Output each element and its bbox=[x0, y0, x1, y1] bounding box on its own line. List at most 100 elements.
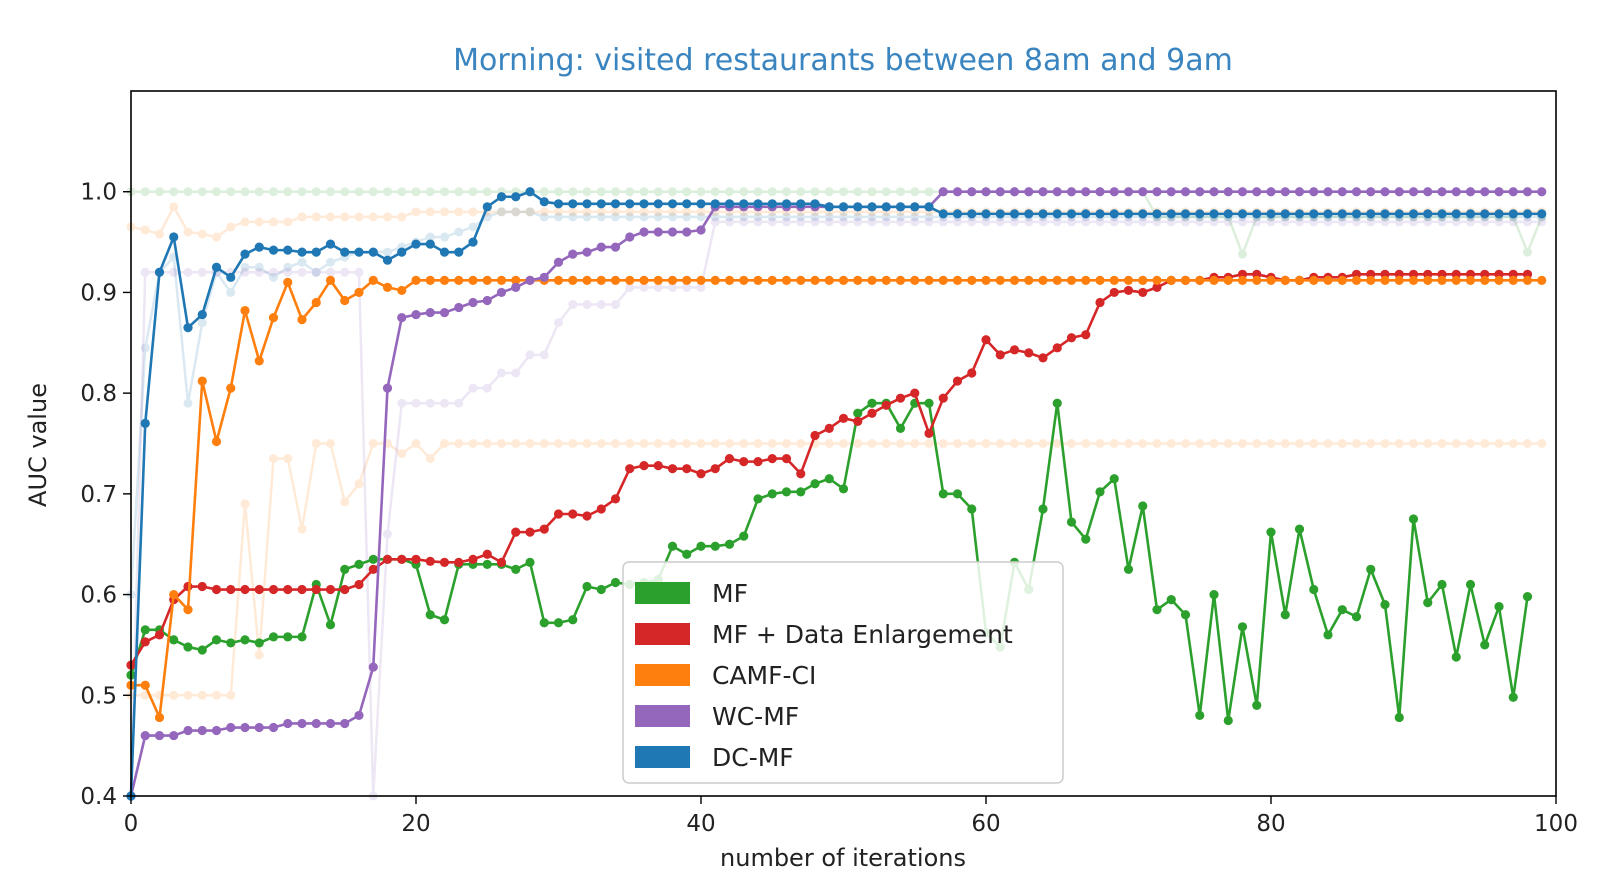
camf-ci-faint-mid-point bbox=[482, 439, 492, 448]
legend-swatch-dc-mf bbox=[635, 746, 690, 768]
dc-mf-faint-point bbox=[468, 222, 478, 232]
series-mf-point bbox=[582, 581, 592, 592]
x-tick-label: 80 bbox=[1256, 811, 1285, 837]
series-mf-data-enlargement-point bbox=[952, 376, 963, 386]
wc-mf-faint-point bbox=[1238, 217, 1247, 227]
camf-ci-faint-mid-point bbox=[1494, 439, 1504, 448]
camf-ci-faint-mid-point bbox=[183, 690, 193, 700]
series-wc-mf-point bbox=[1351, 187, 1362, 197]
wc-mf-faint-point bbox=[1423, 217, 1433, 227]
mf-faint-point bbox=[625, 187, 635, 197]
series-dc-mf-point bbox=[1109, 209, 1119, 219]
wc-mf-faint-point bbox=[525, 350, 535, 360]
series-mf-data-enlargement-point bbox=[297, 584, 307, 595]
series-dc-mf-point bbox=[1052, 209, 1062, 219]
x-tick-label: 20 bbox=[401, 811, 430, 837]
series-mf-data-enlargement-point bbox=[283, 584, 293, 595]
series-dc-mf-point bbox=[496, 192, 507, 202]
mf-faint-point bbox=[155, 187, 164, 197]
series-wc-mf-point bbox=[568, 249, 578, 259]
series-dc-mf-point bbox=[739, 199, 749, 209]
series-dc-mf-point bbox=[1009, 209, 1020, 219]
camf-ci-faint-mid-point bbox=[1181, 439, 1190, 448]
dc-mf-faint-point bbox=[853, 212, 863, 222]
series-camf-ci-point bbox=[596, 275, 606, 285]
series-mf-data-enlargement-point bbox=[853, 416, 863, 426]
series-camf-ci-point bbox=[1294, 275, 1305, 285]
mf-faint-point bbox=[425, 187, 435, 197]
plot-frame bbox=[130, 90, 1557, 797]
series-dc-mf-point bbox=[1380, 209, 1390, 219]
wc-mf-faint-point bbox=[1181, 217, 1190, 227]
wc-mf-faint-point bbox=[767, 217, 777, 227]
mf-faint-point bbox=[796, 187, 806, 197]
mf-faint-point bbox=[254, 187, 264, 197]
series-mf-point bbox=[1081, 534, 1091, 544]
camf-ci-faint-mid-point bbox=[596, 439, 606, 448]
wc-mf-faint-point bbox=[1451, 217, 1461, 227]
series-dc-mf-point bbox=[568, 199, 578, 209]
mf-faint-point bbox=[354, 187, 364, 197]
mf-faint-point bbox=[212, 187, 221, 197]
camf-ci-faint-mid-point bbox=[568, 439, 578, 448]
camf-ci-faint-top-point bbox=[269, 217, 278, 227]
series-mf-data-enlargement-point bbox=[1138, 287, 1148, 298]
series-camf-ci-point bbox=[496, 275, 507, 285]
camf-ci-faint-mid-point bbox=[539, 439, 549, 448]
series-camf-ci-point bbox=[183, 605, 193, 615]
wc-mf-faint-point bbox=[197, 267, 207, 277]
mf-faint-point bbox=[140, 187, 150, 197]
series-mf-data-enlargement-point bbox=[397, 554, 407, 564]
camf-ci-faint-mid-point bbox=[1223, 439, 1233, 448]
wc-mf-faint-point bbox=[867, 217, 877, 227]
dc-mf-faint-point bbox=[710, 212, 720, 222]
camf-ci-faint-mid-point bbox=[1380, 439, 1390, 448]
camf-ci-faint-mid-group bbox=[126, 439, 1547, 700]
series-camf-ci-point bbox=[753, 275, 763, 285]
series-camf-ci-point bbox=[682, 275, 692, 285]
series-mf-data-enlargement-point bbox=[539, 524, 549, 534]
dc-mf-faint-point bbox=[568, 212, 578, 222]
series-camf-ci-point bbox=[625, 275, 635, 285]
series-dc-mf-point bbox=[1323, 209, 1333, 219]
series-wc-mf-point bbox=[439, 307, 450, 318]
series-mf-data-enlargement-point bbox=[767, 454, 777, 464]
series-dc-mf-point bbox=[183, 323, 193, 333]
series-wc-mf-point bbox=[1480, 187, 1490, 197]
series-camf-ci-point bbox=[696, 275, 706, 285]
series-dc-mf-point bbox=[881, 202, 891, 212]
camf-ci-faint-top-point bbox=[525, 207, 535, 217]
series-dc-mf-point bbox=[582, 199, 592, 209]
series-camf-ci-point bbox=[995, 275, 1005, 285]
series-mf-data-enlargement-point bbox=[625, 464, 635, 474]
wc-mf-faint-point bbox=[753, 217, 763, 227]
camf-ci-faint-mid-point bbox=[1209, 439, 1219, 448]
series-camf-ci-point bbox=[810, 275, 820, 285]
series-camf-ci-point bbox=[1180, 275, 1191, 285]
dc-mf-faint-point bbox=[297, 257, 307, 267]
series-dc-mf-point bbox=[240, 249, 250, 259]
series-camf-ci-point bbox=[1195, 275, 1205, 285]
mf-faint-point bbox=[696, 187, 706, 197]
series-mf-point bbox=[739, 531, 749, 541]
series-mf-data-enlargement-point bbox=[226, 584, 236, 595]
mf-faint-point bbox=[910, 187, 920, 197]
series-dc-mf-point bbox=[311, 247, 321, 257]
series-mf-point bbox=[781, 487, 792, 497]
series-wc-mf-point bbox=[639, 227, 649, 237]
dc-mf-faint-point bbox=[668, 212, 677, 222]
dc-mf-faint-point bbox=[767, 212, 777, 222]
dc-mf-faint-point bbox=[881, 212, 891, 222]
wc-mf-faint-point bbox=[924, 217, 934, 227]
series-camf-ci-point bbox=[1537, 275, 1547, 285]
dc-mf-faint-point bbox=[696, 212, 706, 222]
series-mf-data-enlargement-point bbox=[411, 554, 421, 564]
series-wc-mf-point bbox=[1465, 187, 1476, 197]
series-wc-mf-point bbox=[1138, 187, 1148, 197]
mf-faint-point bbox=[554, 187, 563, 197]
series-wc-mf-point bbox=[140, 730, 150, 741]
series-camf-ci-point bbox=[1280, 275, 1290, 285]
series-wc-mf-point bbox=[1195, 187, 1205, 197]
mf-faint-point bbox=[824, 187, 834, 197]
series-mf-data-enlargement-point bbox=[1081, 330, 1091, 340]
